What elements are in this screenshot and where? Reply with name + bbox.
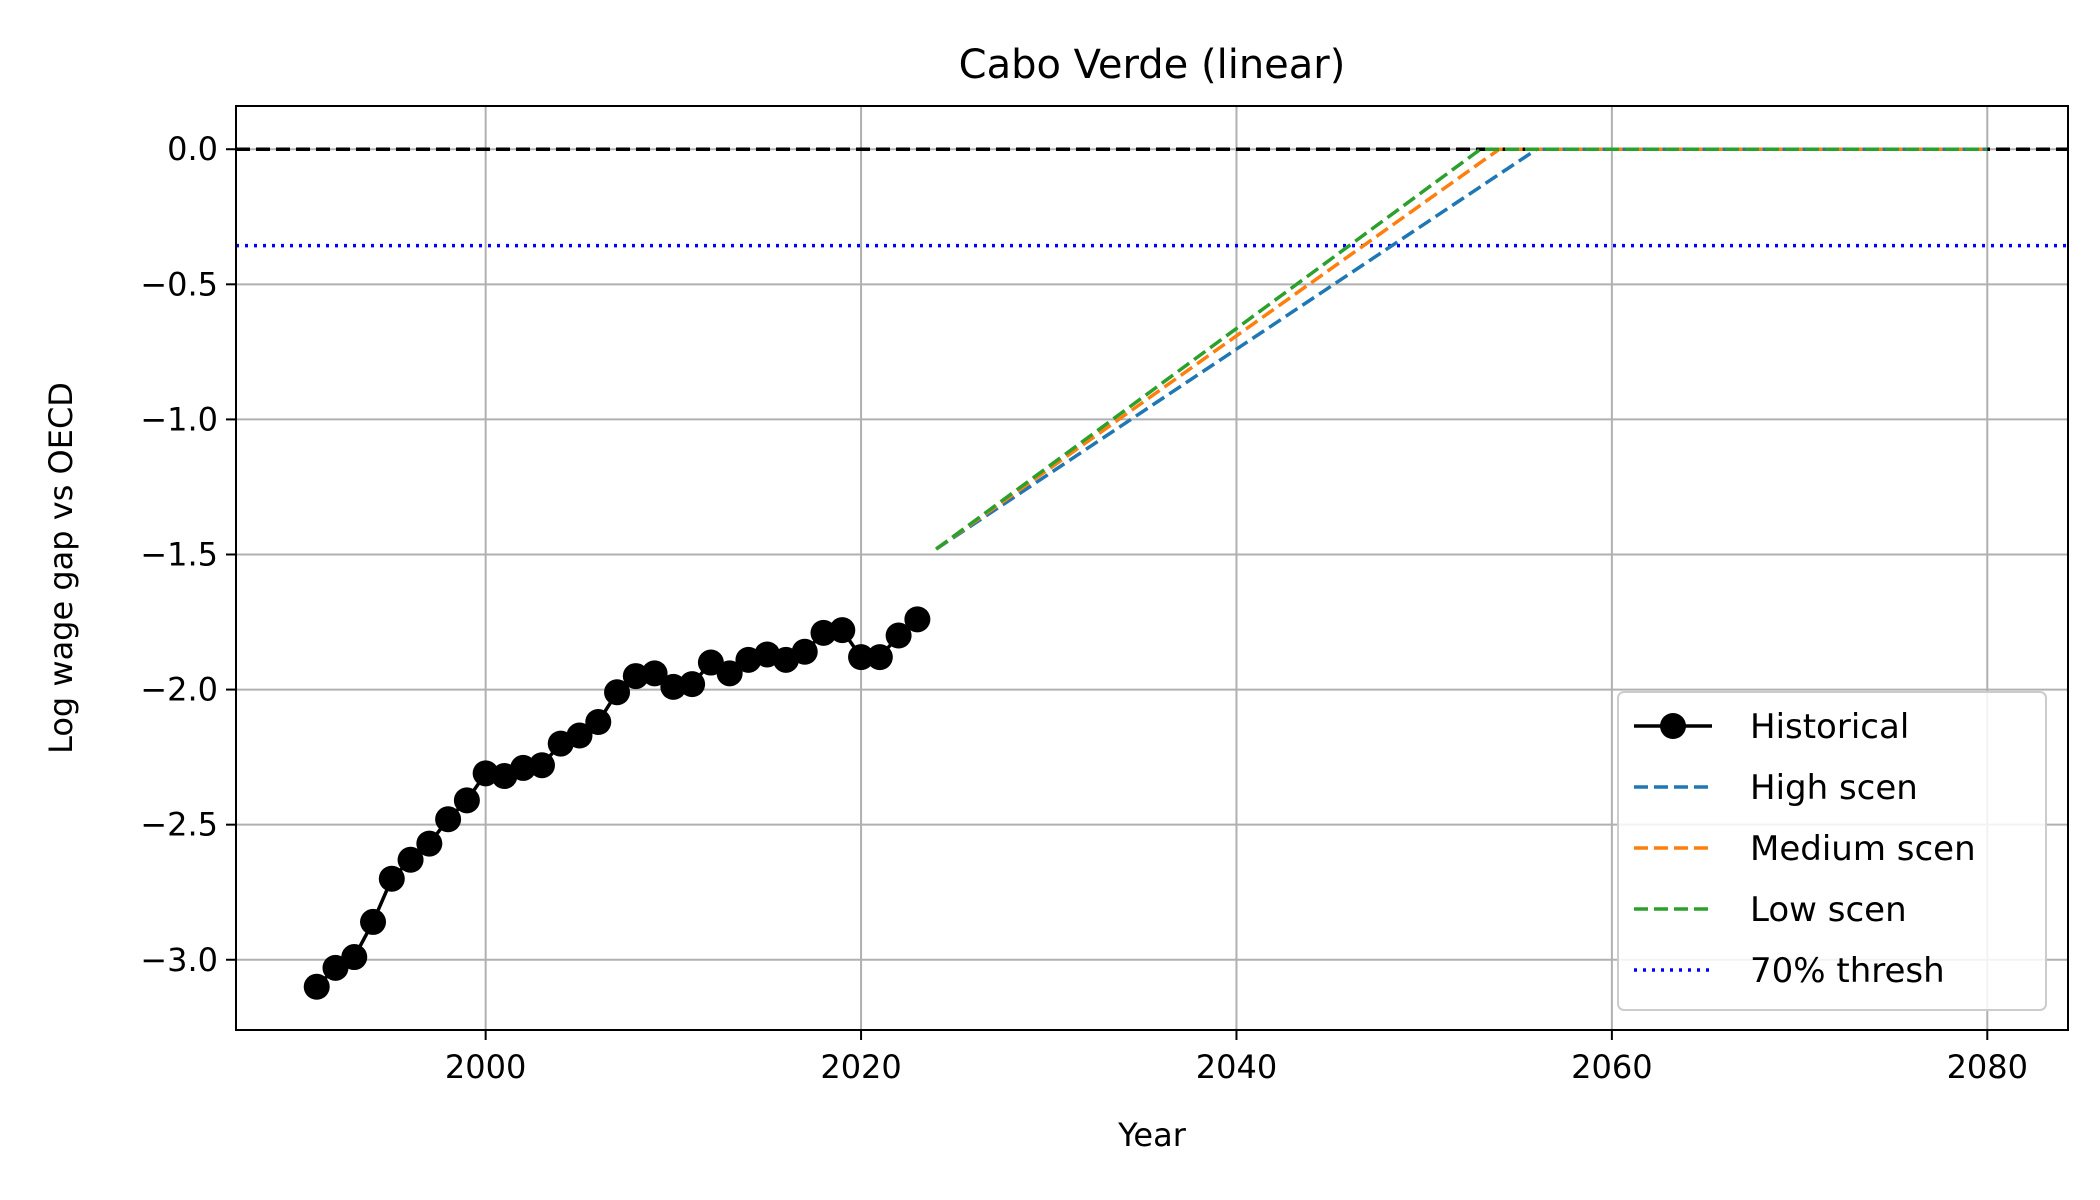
y-tick-label-0: 0.0 xyxy=(167,130,218,168)
data-point-historical-1999 xyxy=(453,787,480,814)
y-tick-label-4: −2.0 xyxy=(140,671,218,709)
data-point-historical-1998 xyxy=(435,806,462,833)
x-tick-label-1: 2020 xyxy=(820,1048,901,1086)
y-axis: 0.0 −0.5 −1.0 −1.5 −2.0 −2.5 −3.0 xyxy=(140,130,236,979)
data-point-historical-2005 xyxy=(566,722,593,749)
data-point-historical-2020 xyxy=(848,644,875,671)
data-point-historical-2011 xyxy=(679,671,706,698)
data-point-historical-2023 xyxy=(904,606,931,633)
plot-frame xyxy=(235,105,2069,1031)
data-point-historical-1991 xyxy=(303,973,330,1000)
data-point-historical-1996 xyxy=(397,846,424,873)
y-tick-label-3: −1.5 xyxy=(140,535,218,573)
data-point-historical-1992 xyxy=(322,954,349,981)
data-point-historical-1995 xyxy=(378,865,405,892)
series-line-medium-scen xyxy=(935,147,1988,551)
y-tick-label-2: −1.0 xyxy=(140,400,218,438)
legend-label-70-thresh: 70% thresh xyxy=(1750,951,1945,991)
x-axis: 2000 2020 2040 2060 2080 xyxy=(445,1030,2028,1086)
x-axis-title: Year xyxy=(1117,1116,1187,1154)
series-line-low-scen xyxy=(935,147,1988,551)
y-tick-label-1: −0.5 xyxy=(140,265,218,303)
legend-label-historical: Historical xyxy=(1750,707,1909,747)
legend-frame xyxy=(1617,691,2047,1011)
chart-title: Cabo Verde (linear) xyxy=(959,42,1346,88)
x-tick-label-2: 2040 xyxy=(1196,1048,1277,1086)
x-tick-label-4: 2080 xyxy=(1947,1048,2028,1086)
series-group xyxy=(303,147,1988,1000)
x-tick-label-3: 2060 xyxy=(1571,1048,1652,1086)
data-point-historical-2021 xyxy=(866,644,893,671)
data-point-historical-2006 xyxy=(585,709,612,735)
data-point-historical-1997 xyxy=(416,830,443,857)
x-tick-label-0: 2000 xyxy=(445,1048,526,1086)
legend-label-low-scen: Low scen xyxy=(1750,890,1907,930)
legend: Historical High scen Medium scen Low scen 70… xyxy=(1617,691,2047,1011)
data-point-historical-1993 xyxy=(341,944,368,971)
y-tick-label-6: −3.0 xyxy=(140,941,218,979)
data-point-historical-2012 xyxy=(697,649,724,676)
data-point-historical-2007 xyxy=(604,679,631,706)
data-point-historical-2019 xyxy=(829,617,856,644)
data-point-historical-1994 xyxy=(360,908,387,935)
y-tick-label-5: −2.5 xyxy=(140,806,218,844)
legend-label-medium-scen: Medium scen xyxy=(1750,829,1976,869)
data-point-historical-2013 xyxy=(716,660,743,687)
y-axis-title: Log wage gap vs OECD xyxy=(42,382,80,754)
data-point-historical-2022 xyxy=(885,622,912,649)
data-point-historical-2003 xyxy=(528,752,555,779)
data-point-historical-2009 xyxy=(641,660,668,687)
legend-marker-historical xyxy=(1660,713,1686,739)
data-point-historical-2017 xyxy=(791,638,818,665)
legend-label-high-scen: High scen xyxy=(1750,768,1918,808)
